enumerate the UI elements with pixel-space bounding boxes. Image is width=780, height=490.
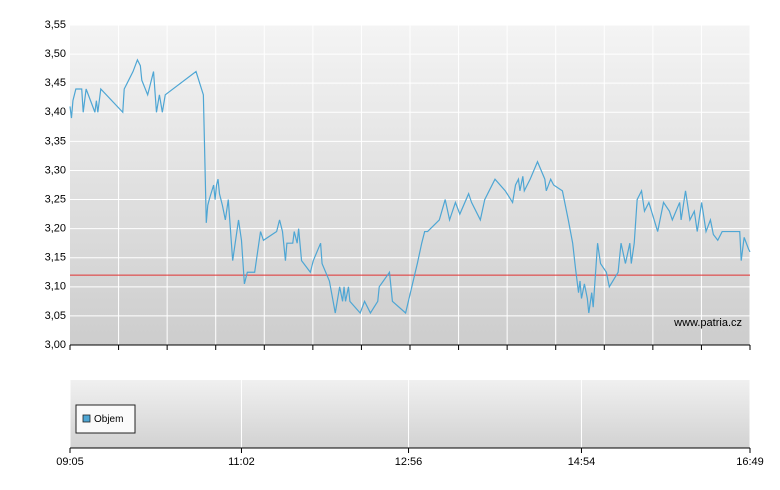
y-tick-label: 3,50 (45, 48, 66, 60)
y-tick-label: 3,15 (45, 252, 66, 264)
y-tick-label: 3,05 (45, 310, 66, 322)
x-tick-label: 12:56 (395, 456, 423, 468)
y-tick-label: 3,35 (45, 135, 66, 147)
x-tick-label: 11:02 (228, 456, 255, 468)
y-tick-label: 3,55 (45, 19, 66, 31)
y-tick-label: 3,10 (45, 281, 66, 293)
y-tick-label: 3,45 (45, 77, 66, 89)
x-tick-label: 16:49 (736, 456, 764, 468)
y-tick-label: 3,00 (45, 339, 66, 351)
x-tick-label: 14:54 (568, 456, 596, 468)
y-tick-label: 3,20 (45, 223, 66, 235)
y-tick-label: 3,25 (45, 193, 66, 205)
y-tick-label: 3,40 (45, 106, 66, 118)
legend-swatch (82, 414, 91, 423)
price-line (69, 58, 751, 315)
x-tick-label: 09:05 (56, 456, 84, 468)
y-tick-label: 3,30 (45, 164, 66, 176)
volume-area (70, 380, 750, 448)
watermark: www.patria.cz (673, 317, 742, 329)
legend-label: Objem (94, 414, 123, 425)
